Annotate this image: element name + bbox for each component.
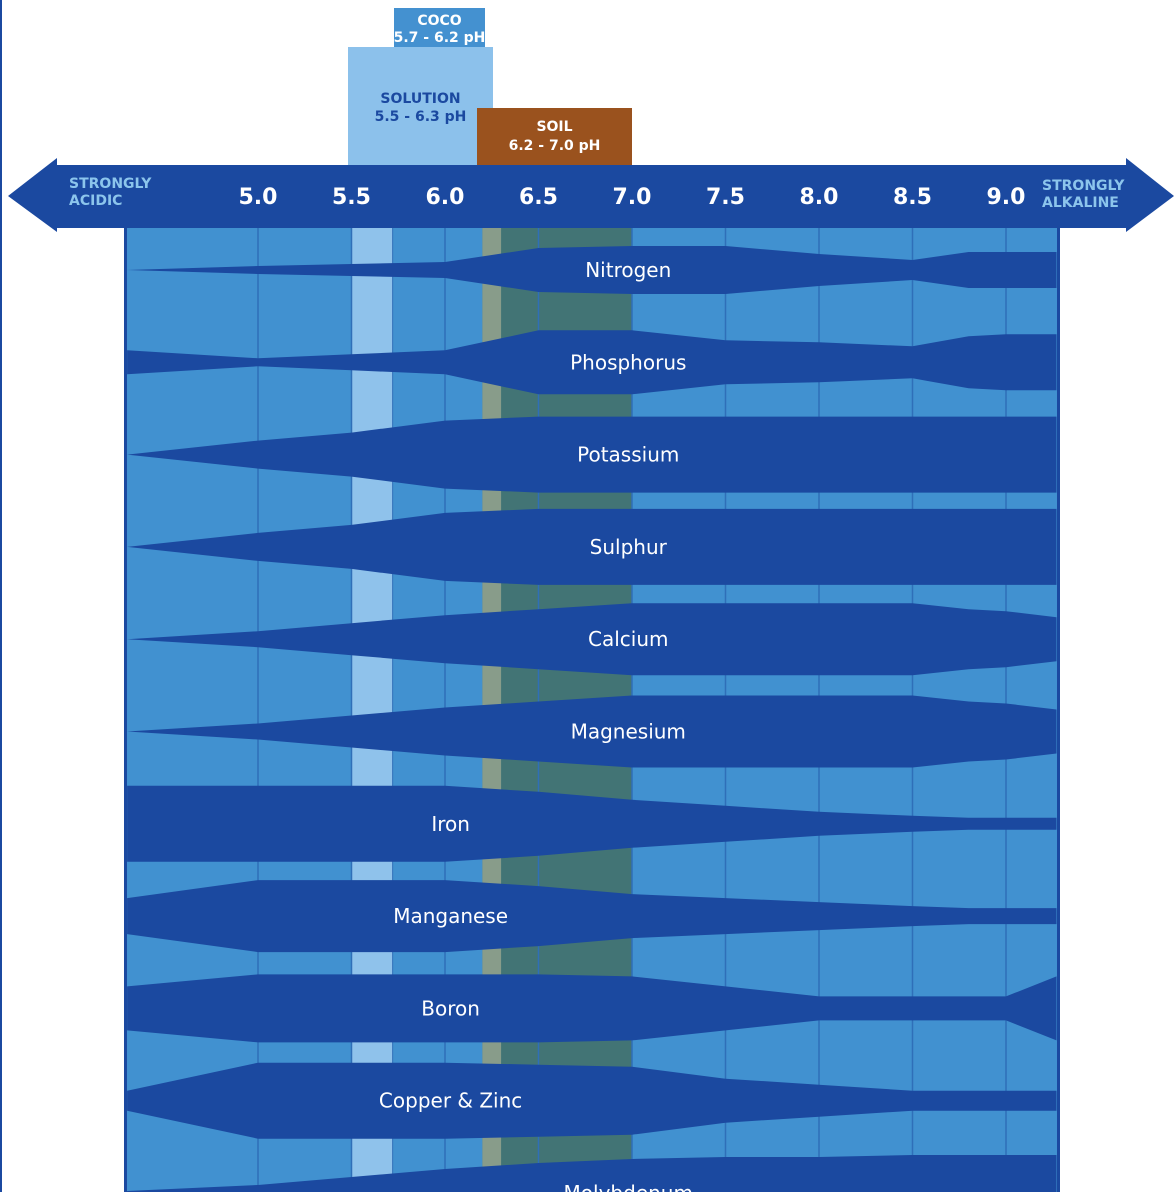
strongly-acidic-label-line1: STRONGLY [69,176,152,192]
phosphorus-band [127,330,1057,395]
tick-label-7.0: 7.0 [613,185,652,210]
solution-stripe [351,228,393,1192]
ph-axis-arrow [8,158,1174,232]
iron-label: Iron [431,812,470,836]
phosphorus-label: Phosphorus [570,350,686,374]
soil-range-title: SOIL [536,119,572,135]
ph-axis: STRONGLY ACIDIC STRONGLY ALKALINE 5.0 5.5… [8,158,1174,232]
nutrient-bands [127,246,1057,1192]
coco-range-value: 5.7 - 6.2 pH [394,30,486,46]
strongly-acidic-label-line2: ACIDIC [69,193,122,209]
solution-range-box [348,47,493,165]
nitrogen-label: Nitrogen [585,258,671,282]
coco-range-box [394,8,485,47]
potassium-band [127,416,1057,493]
soil-range-box [477,108,632,165]
tick-label-6.5: 6.5 [519,185,558,210]
manganese-label: Manganese [393,904,508,928]
sulphur-band [127,508,1057,585]
boron-band [127,974,1057,1043]
strongly-alkaline-label-line2: ALKALINE [1042,195,1119,211]
tick-label-9.0: 9.0 [987,185,1026,210]
manganese-band [127,880,1057,953]
ph-panel-left-edge [124,228,127,1192]
ph-panel-right-edge [1057,228,1060,1192]
page-frame-left-edge [0,0,2,1192]
magnesium-band [127,695,1057,768]
potassium-label: Potassium [577,443,679,467]
grow-range-soil: SOIL 6.2 - 7.0 pH [477,108,632,165]
ph-tick-labels: 5.0 5.5 6.0 6.5 7.0 7.5 8.0 8.5 9.0 [239,185,1026,210]
tick-label-5.5: 5.5 [332,185,371,210]
tick-label-6.0: 6.0 [426,185,465,210]
tick-label-7.5: 7.5 [706,185,745,210]
soil-range-value: 6.2 - 7.0 pH [509,138,601,154]
grow-range-solution: SOLUTION 5.5 - 6.3 pH [348,47,493,165]
molybdenum-band [127,1155,1057,1192]
molybdenum-label: Molybdenum [564,1181,693,1192]
solution-range-value: 5.5 - 6.3 pH [375,109,467,125]
boron-label: Boron [421,996,480,1020]
nutrient-labels: Nitrogen Phosphorus Potassium Sulphur Calciu… [379,258,693,1192]
solution-range-title: SOLUTION [380,91,460,107]
tick-label-8.0: 8.0 [800,185,839,210]
calcium-label: Calcium [588,627,669,651]
calcium-band [127,603,1057,676]
magnesium-label: Magnesium [571,720,686,744]
coco-range-title: COCO [417,13,461,29]
copper-zinc-band [127,1062,1057,1139]
copper-zinc-label: Copper & Zinc [379,1089,522,1113]
sulphur-label: Sulphur [590,535,668,559]
nitrogen-band [127,246,1057,294]
tick-label-8.5: 8.5 [893,185,932,210]
strongly-alkaline-label-line1: STRONGLY [1042,178,1125,194]
grow-range-coco: COCO 5.7 - 6.2 pH [394,8,486,47]
iron-band [127,785,1057,862]
tick-label-5.0: 5.0 [239,185,278,210]
